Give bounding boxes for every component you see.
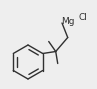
Text: Mg: Mg xyxy=(61,18,75,27)
Text: Cl: Cl xyxy=(79,14,87,23)
